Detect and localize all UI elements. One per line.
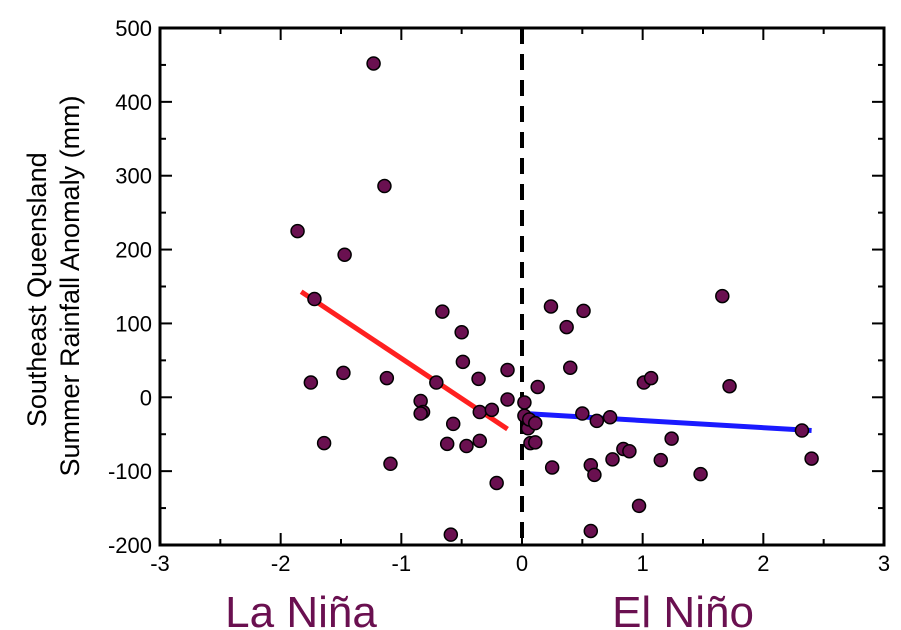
y-tick-labels: -200 -100 0 100 200 300 400 500 bbox=[108, 16, 152, 558]
data-point bbox=[500, 362, 515, 378]
y-tick-label: 100 bbox=[115, 311, 152, 336]
data-point bbox=[794, 423, 810, 438]
el-nino-label: El Niño bbox=[612, 588, 754, 630]
x-tick-label: -3 bbox=[150, 551, 170, 576]
y-tick-label: 200 bbox=[115, 238, 152, 263]
x-tick-label: 3 bbox=[878, 551, 890, 576]
data-point bbox=[804, 451, 819, 466]
la-nina-trend-line bbox=[299, 289, 509, 432]
data-point bbox=[383, 456, 398, 472]
data-point bbox=[587, 467, 602, 483]
data-point bbox=[622, 443, 637, 459]
data-point bbox=[528, 435, 543, 450]
plot-frame bbox=[158, 26, 886, 547]
data-point bbox=[722, 378, 737, 394]
data-point bbox=[563, 360, 578, 375]
data-point bbox=[316, 435, 332, 451]
data-points bbox=[290, 56, 819, 542]
data-point bbox=[489, 475, 504, 491]
data-point bbox=[307, 291, 322, 307]
data-point bbox=[664, 431, 679, 446]
x-tick-label: 1 bbox=[637, 551, 649, 576]
el-nino-trend-line bbox=[524, 411, 812, 434]
data-point bbox=[471, 371, 486, 387]
data-point bbox=[583, 523, 599, 539]
x-tick-label: -1 bbox=[392, 551, 412, 576]
data-point bbox=[589, 413, 605, 429]
data-point bbox=[454, 325, 469, 340]
data-point bbox=[459, 438, 474, 454]
data-point bbox=[445, 416, 461, 432]
data-point bbox=[715, 288, 730, 304]
data-point bbox=[377, 178, 392, 194]
x-tick-labels: -3 -2 -1 0 1 2 3 bbox=[150, 551, 890, 576]
data-point bbox=[484, 402, 500, 418]
data-point bbox=[435, 304, 450, 319]
data-point bbox=[336, 365, 351, 381]
data-point bbox=[290, 223, 305, 239]
data-point bbox=[413, 406, 428, 421]
data-point bbox=[631, 498, 647, 514]
la-nina-label: La Niña bbox=[225, 588, 377, 630]
data-point bbox=[517, 395, 532, 410]
y-axis-label: Southeast Queensland Summer Rainfall Ano… bbox=[22, 95, 85, 476]
y-tick-label: 0 bbox=[140, 385, 152, 410]
x-tick-label: 0 bbox=[516, 551, 528, 576]
data-point bbox=[602, 409, 618, 425]
y-axis-label-line-2: Summer Rainfall Anomaly (mm) bbox=[55, 95, 85, 476]
y-tick-label: -200 bbox=[108, 533, 152, 558]
axis-ticks bbox=[159, 27, 885, 546]
x-tick-label: 2 bbox=[757, 551, 769, 576]
x-tick-label: -2 bbox=[271, 551, 291, 576]
data-point bbox=[472, 404, 488, 420]
data-point bbox=[530, 379, 545, 395]
y-tick-label: -100 bbox=[108, 459, 152, 484]
y-tick-label: 300 bbox=[115, 164, 152, 189]
data-point bbox=[303, 375, 319, 390]
data-point bbox=[575, 406, 590, 421]
y-tick-label: 500 bbox=[115, 16, 152, 41]
y-axis-label-line-1: Southeast Queensland bbox=[22, 152, 52, 427]
trend-lines bbox=[299, 289, 812, 434]
data-point bbox=[455, 354, 471, 370]
data-point bbox=[443, 527, 459, 542]
data-point bbox=[366, 56, 381, 71]
data-point bbox=[605, 452, 620, 467]
data-point bbox=[472, 433, 488, 449]
y-tick-label: 400 bbox=[115, 90, 152, 115]
data-point bbox=[500, 392, 515, 407]
data-point bbox=[559, 319, 574, 335]
data-point bbox=[576, 303, 591, 319]
data-point bbox=[543, 299, 559, 314]
data-point bbox=[379, 370, 395, 386]
data-point bbox=[528, 415, 543, 431]
data-point bbox=[544, 460, 560, 475]
data-point bbox=[429, 375, 444, 390]
data-point bbox=[337, 247, 352, 262]
data-point bbox=[653, 452, 669, 468]
data-point bbox=[693, 466, 708, 482]
data-point bbox=[643, 370, 659, 386]
data-point bbox=[439, 436, 455, 452]
plot-area bbox=[158, 26, 886, 547]
